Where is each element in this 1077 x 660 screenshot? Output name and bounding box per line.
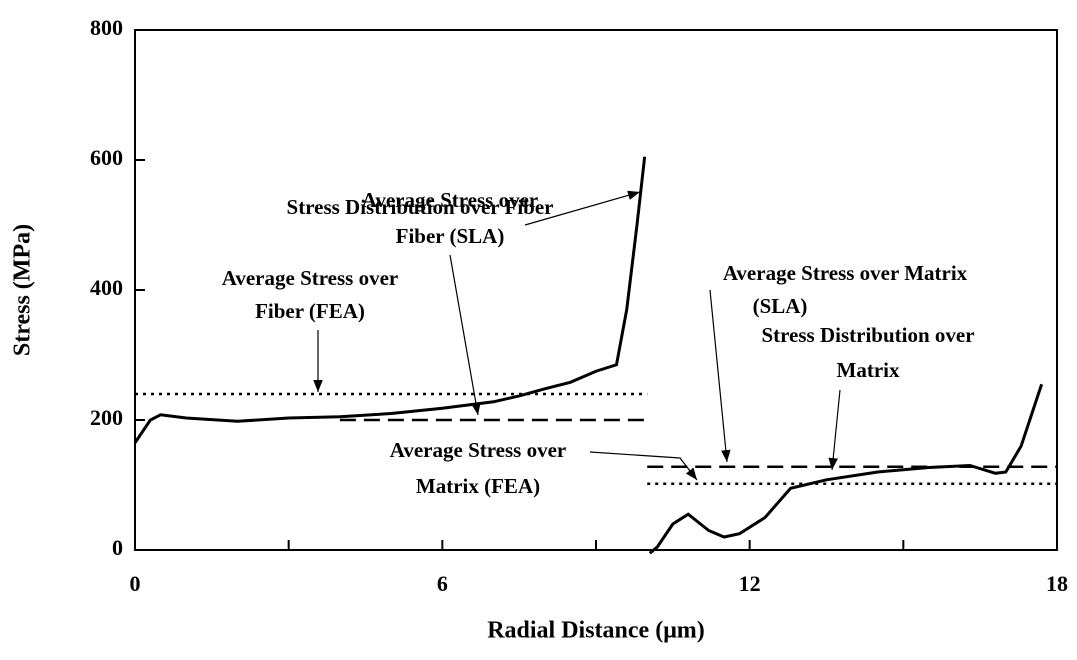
annotation: Stress Distribution over [761,323,974,347]
x-tick-label: 12 [739,571,761,596]
plot-frame [134,29,1058,551]
annotation: Fiber (FEA) [255,299,365,323]
annotation-arrow [709,289,731,463]
annotation-arrow [828,389,841,471]
y-tick-label: 800 [90,15,123,40]
x-tick-label: 18 [1046,571,1068,596]
annotation: Average Stress over [390,438,567,462]
y-tick-label: 200 [90,405,123,430]
y-tick-label: 400 [90,275,123,300]
annotation: (SLA) [753,294,808,318]
x-tick-label: 0 [130,571,141,596]
annotation: Fiber (SLA) [396,224,505,248]
annotation-arrow [449,254,481,416]
y-tick-label: 600 [90,145,123,170]
annotation: Matrix (FEA) [416,474,540,498]
series-line [133,156,647,444]
x-tick-label: 6 [437,571,448,596]
annotation: Stress Distribution over Fiber [287,195,554,219]
y-axis-label: Stress (MPa) [10,224,36,356]
x-axis-label: Radial Distance (μm) [487,618,705,644]
annotation: Matrix [837,358,900,382]
annotation: Average Stress over [222,266,399,290]
annotation-arrow [589,451,698,481]
series-line [648,383,1044,555]
annotation: Average Stress over Matrix [723,261,968,285]
y-tick-label: 0 [112,535,123,560]
annotation: Average Stress over [362,188,539,212]
annotation-arrow [524,190,641,226]
